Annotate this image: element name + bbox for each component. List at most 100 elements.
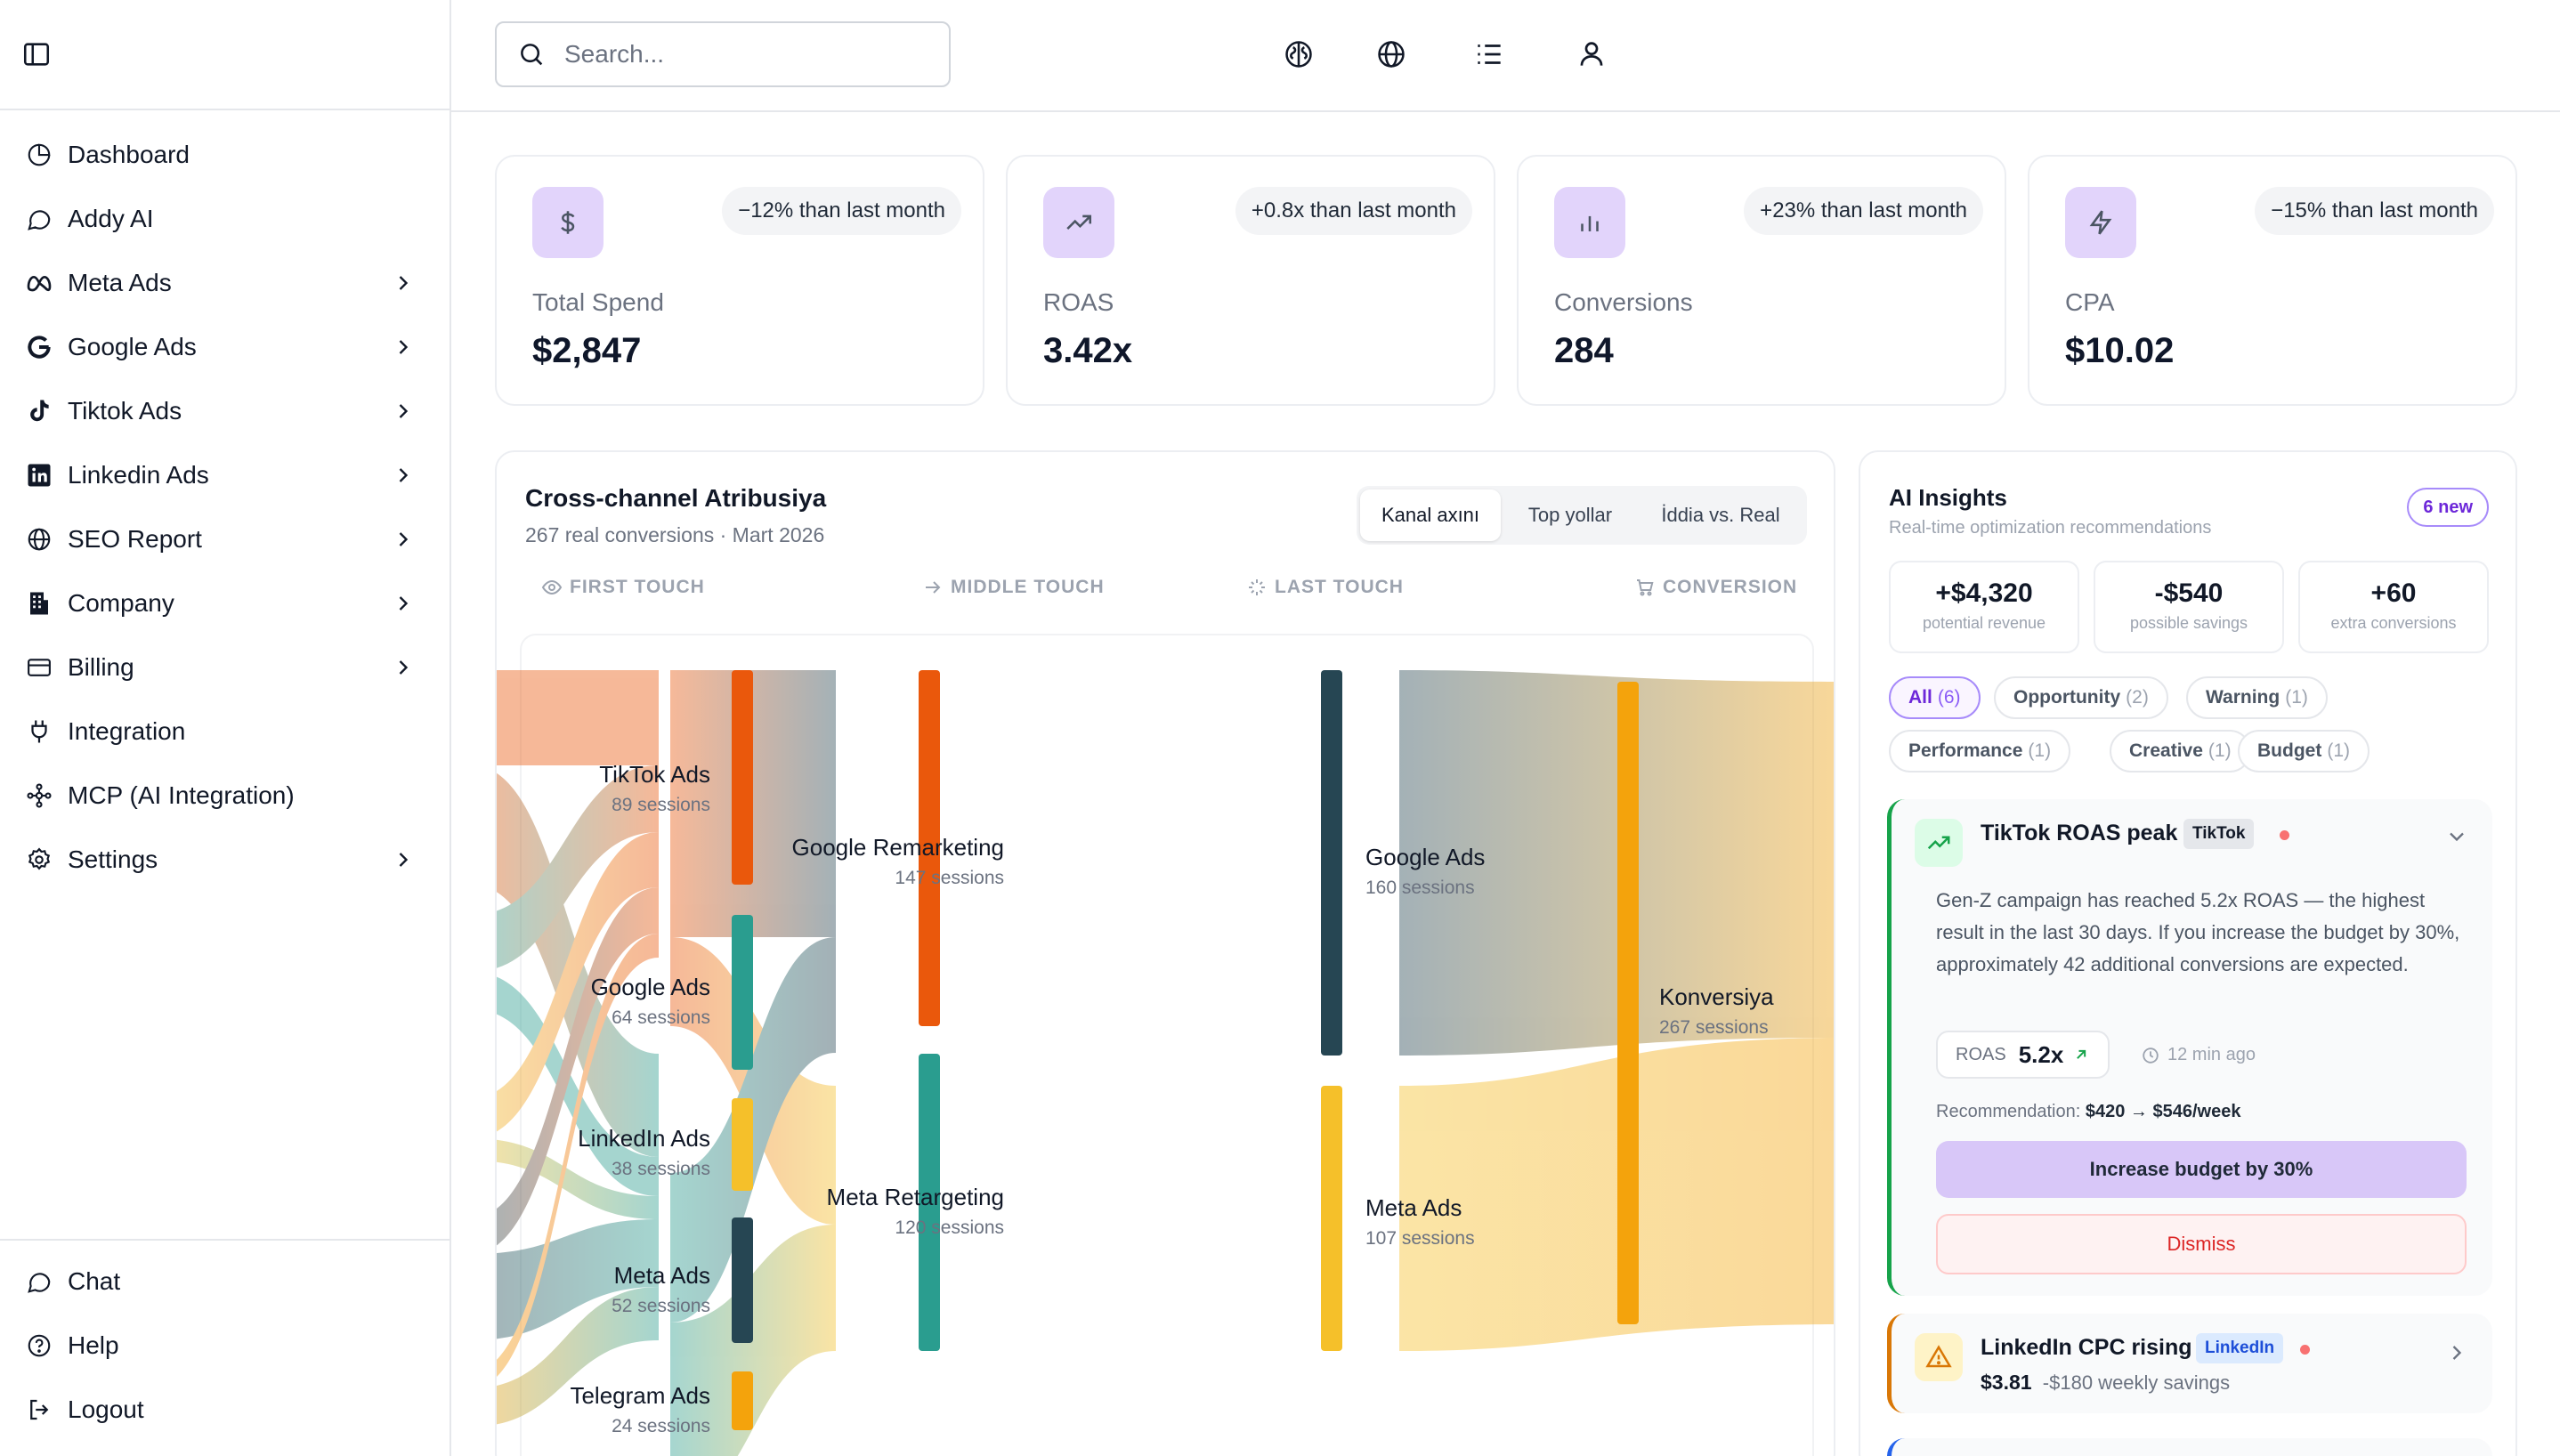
kpi-card-conversions: +23% than last month Conversions 284	[1517, 155, 2006, 406]
sankey-link	[497, 1287, 659, 1425]
sidebar-item-google-ads[interactable]: Google Ads	[0, 315, 450, 379]
sidebar-item-chat[interactable]: Chat	[0, 1250, 450, 1314]
insight-card-tiktok-roas: TikTok ROAS peak TikTok Gen-Z campaign h…	[1887, 799, 2492, 1296]
sidebar-item-billing[interactable]: Billing	[0, 635, 450, 700]
filter-chip-creative[interactable]: Creative (1)	[2110, 730, 2251, 772]
dollar-icon	[532, 187, 604, 258]
sidebar-item-logout[interactable]: Logout	[0, 1378, 450, 1442]
filter-chip-budget[interactable]: Budget (1)	[2238, 730, 2370, 772]
sidebar-item-integration[interactable]: Integration	[0, 700, 450, 764]
bar-chart-icon	[1554, 187, 1625, 258]
unread-dot	[2300, 1345, 2310, 1355]
search-icon	[521, 44, 543, 66]
sidebar-item-settings[interactable]: Settings	[0, 828, 450, 892]
stage-label: FIRST TOUCH	[570, 577, 705, 597]
user-icon[interactable]	[1575, 37, 1608, 71]
google-icon	[23, 331, 55, 363]
search-box[interactable]	[495, 21, 951, 87]
logout-icon	[23, 1394, 55, 1426]
stage-conversion: CONVERSION	[1634, 577, 1797, 598]
sidebar-item-linkedin-ads[interactable]: Linkedin Ads	[0, 443, 450, 507]
sidebar-toggle-icon[interactable]	[21, 39, 52, 69]
cart-icon	[1637, 579, 1654, 596]
chevron-right-icon	[399, 404, 409, 418]
sankey-diagram: TikTok Ads 89 sessions Google Ads 64 sessio…	[497, 670, 1834, 1456]
arrow-up-right-icon	[2077, 1049, 2086, 1059]
chip-count: (1)	[2028, 740, 2052, 761]
sidebar: Dashboard Addy AI Meta Ads Google Ads Ti…	[0, 0, 451, 1456]
kpi-card-cpa: −15% than last month CPA $10.02	[2028, 155, 2517, 406]
tab-kanal-axini[interactable]: Kanal axını	[1360, 489, 1501, 541]
dismiss-button[interactable]: Dismiss	[1936, 1214, 2467, 1274]
arrow-right-icon	[926, 581, 941, 594]
metric-value: 5.2x	[2018, 1040, 2064, 1068]
sankey-node-label: Meta Retargeting	[827, 1184, 1004, 1210]
sidebar-item-seo-report[interactable]: SEO Report	[0, 507, 450, 571]
sidebar-item-meta-ads[interactable]: Meta Ads	[0, 251, 450, 315]
kpi-card-total-spend: −12% than last month Total Spend $2,847	[495, 155, 984, 406]
chip-count: (1)	[2327, 740, 2350, 761]
stage-label: CONVERSION	[1663, 577, 1798, 597]
sankey-link	[497, 976, 659, 1196]
new-count-badge: 6 new	[2407, 488, 2489, 527]
list-icon[interactable]	[1472, 37, 1506, 71]
panel-subtitle: Real-time optimization recommendations	[1889, 518, 2212, 538]
panel-title: AI Insights	[1889, 484, 2007, 511]
chip-count: (2)	[2126, 687, 2149, 708]
sankey-node-sessions: 147 sessions	[895, 868, 1004, 888]
filter-chip-warning[interactable]: Warning (1)	[2186, 676, 2328, 719]
chip-count: (1)	[2208, 740, 2232, 761]
brain-icon[interactable]	[1282, 37, 1316, 71]
sankey-node-linkedin-ads	[732, 1098, 753, 1191]
sankey-node-label: TikTok Ads	[599, 761, 710, 788]
filter-chip-opportunity[interactable]: Opportunity (2)	[1994, 676, 2168, 719]
chevron-right-icon	[399, 340, 409, 354]
sidebar-item-addy-ai[interactable]: Addy AI	[0, 187, 450, 251]
kpi-label: Conversions	[1554, 288, 1693, 316]
stat-possible-savings: -$540 possible savings	[2094, 561, 2284, 653]
view-tabs: Kanal axını Top yollar İddia vs. Real	[1357, 486, 1807, 545]
chat-bubble-icon	[23, 203, 55, 235]
trending-up-icon	[1915, 819, 1963, 867]
sidebar-item-label: Chat	[68, 1267, 121, 1295]
insight-summary: $3.81 -$180 weekly savings	[1981, 1371, 2230, 1395]
stage-label: MIDDLE TOUCH	[951, 577, 1105, 597]
sankey-node-sessions: 160 sessions	[1365, 878, 1475, 898]
sidebar-item-dashboard[interactable]: Dashboard	[0, 123, 450, 187]
insight-card-partial[interactable]	[1887, 1438, 2492, 1456]
search-input[interactable]	[564, 40, 920, 69]
sidebar-nav: Dashboard Addy AI Meta Ads Google Ads Ti…	[0, 123, 450, 892]
sankey-node-label: Konversiya	[1659, 983, 1774, 1010]
sidebar-item-mcp[interactable]: MCP (AI Integration)	[0, 764, 450, 828]
eye-icon	[541, 579, 563, 595]
kpi-label: ROAS	[1043, 288, 1114, 316]
delta-badge: −12% than last month	[722, 187, 961, 235]
recommendation: Recommendation: $420 → $546/week	[1936, 1102, 2240, 1122]
insight-value: $3.81	[1981, 1371, 2032, 1394]
filter-chip-all[interactable]: All (6)	[1889, 676, 1981, 719]
stat-label: potential revenue	[1922, 614, 2046, 632]
dashboard-icon	[23, 139, 55, 171]
sidebar-item-help[interactable]: Help	[0, 1314, 450, 1378]
stat-label: possible savings	[2129, 614, 2248, 632]
kpi-value: 3.42x	[1043, 331, 1133, 370]
filter-chip-performance[interactable]: Performance (1)	[1889, 730, 2071, 772]
chevron-down-icon[interactable]	[2444, 824, 2469, 849]
sidebar-item-label: SEO Report	[68, 525, 202, 553]
tab-top-yollar[interactable]: Top yollar	[1527, 504, 1613, 526]
kpi-label: CPA	[2065, 288, 2115, 316]
increase-budget-button[interactable]: Increase budget by 30%	[1936, 1141, 2467, 1198]
insight-card-linkedin-cpc[interactable]: LinkedIn CPC rising LinkedIn $3.81 -$180…	[1887, 1314, 2492, 1413]
panel-title: Cross-channel Atribusiya	[525, 484, 827, 512]
chevron-right-icon[interactable]	[2444, 1340, 2469, 1365]
sankey-node-label: Telegram Ads	[570, 1382, 710, 1409]
sankey-node-sessions: 24 sessions	[612, 1416, 710, 1436]
tab-iddia-vs-real[interactable]: İddia vs. Real	[1661, 504, 1780, 526]
sidebar-item-label: MCP (AI Integration)	[68, 781, 295, 809]
sankey-nodes	[732, 670, 1639, 1430]
globe-icon[interactable]	[1374, 37, 1408, 71]
sankey-node-meta-ads	[732, 1217, 753, 1343]
sparkle-icon	[1249, 579, 1265, 595]
sidebar-item-tiktok-ads[interactable]: Tiktok Ads	[0, 379, 450, 443]
sidebar-item-company[interactable]: Company	[0, 571, 450, 635]
